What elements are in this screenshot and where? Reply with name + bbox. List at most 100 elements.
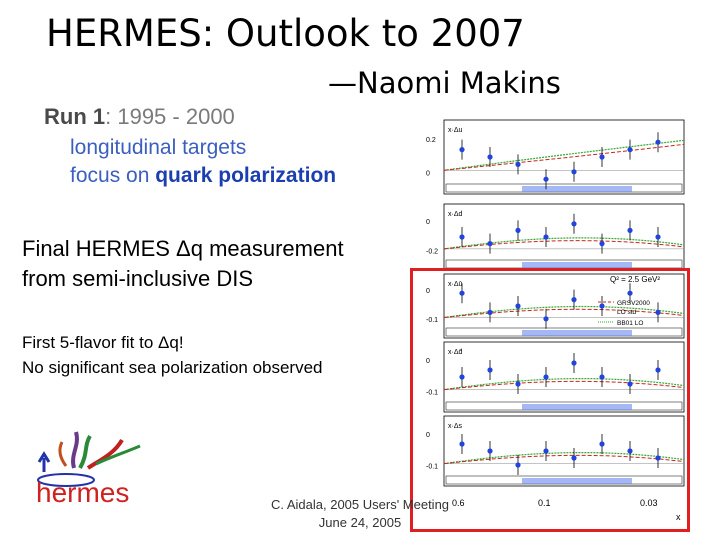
data-point — [599, 241, 605, 247]
run1-focus-prefix: focus on — [70, 164, 156, 187]
data-point — [487, 309, 493, 315]
syst-band — [522, 330, 632, 336]
model-curve-bb01 — [443, 378, 685, 391]
footer-line-2: June 24, 2005 — [318, 515, 402, 530]
y-tick-label: -0.2 — [426, 249, 438, 256]
data-point — [515, 381, 521, 387]
data-point — [599, 441, 605, 447]
data-point — [627, 147, 633, 153]
y-tick-label: 0 — [426, 219, 430, 226]
data-point — [515, 303, 521, 309]
data-point — [515, 161, 521, 167]
hermes-logo: hermes — [36, 431, 141, 508]
model-curve-bb01 — [443, 305, 685, 319]
model-curve-grsv — [443, 380, 685, 391]
panel-frame — [443, 415, 685, 487]
model-curve-grsv — [443, 143, 685, 171]
y-tick-label: -0.1 — [426, 317, 438, 324]
panel-frame — [443, 341, 685, 413]
data-point — [571, 297, 577, 303]
data-point — [599, 154, 605, 160]
data-point — [543, 374, 549, 380]
data-point — [487, 367, 493, 373]
run1-focus-bold: quark polarization — [155, 164, 337, 187]
fit-line-2: No significant sea polarization observed — [22, 358, 323, 377]
run1-line-targets: longitudinal targets — [70, 136, 247, 159]
syst-band — [522, 262, 632, 268]
data-point — [487, 154, 493, 160]
y-tick-label: 0 — [426, 171, 430, 178]
syst-band — [522, 404, 632, 410]
data-point — [459, 290, 465, 296]
hermes-logo-mark — [37, 431, 141, 487]
slide-title: HERMES: Outlook to 2007 — [46, 12, 525, 55]
data-point — [655, 234, 661, 240]
y-tick-label: 0 — [426, 288, 430, 295]
data-point — [543, 176, 549, 182]
q2-label: Q² = 2.5 GeV² — [610, 275, 660, 284]
delta-q-figure: x·Δu 0.2 0 x·Δd 0 -0.2 x·Δū 0 -0.1 x·Δd̄ 0 -0.1 x·Δs… — [426, 119, 685, 522]
model-curve-grsv — [443, 308, 685, 319]
data-point — [543, 234, 549, 240]
data-point — [571, 360, 577, 366]
panel-label: x·Δū — [448, 281, 463, 288]
data-point — [459, 234, 465, 240]
data-point — [543, 316, 549, 322]
syst-band — [522, 478, 632, 484]
data-point — [655, 455, 661, 461]
panel-frame — [443, 273, 685, 339]
data-point — [459, 441, 465, 447]
data-point — [627, 227, 633, 233]
x-tick-label: 0.03 — [640, 498, 658, 508]
panels-group: x·Δu 0.2 0 x·Δd 0 -0.2 x·Δū 0 -0.1 x·Δd̄ 0 -0.1 x·Δs… — [426, 119, 685, 487]
legend-item-bb01: BB01 LO — [617, 320, 643, 327]
hermes-logo-text: hermes — [36, 477, 129, 508]
y-tick-label: 0 — [426, 432, 430, 439]
y-tick-label: 0 — [426, 358, 430, 365]
data-point — [599, 374, 605, 380]
panel-label: x·Δs — [448, 423, 463, 430]
y-tick-label: 0.2 — [426, 137, 436, 144]
data-point — [599, 303, 605, 309]
fit-line-1: First 5-flavor fit to Δq! — [22, 333, 184, 352]
run1-line-focus: focus on quark polarization — [70, 164, 336, 188]
model-curve-grsv — [443, 454, 685, 465]
final-line-2: from semi-inclusive DIS — [22, 266, 254, 291]
data-point — [627, 448, 633, 454]
legend-item-grsv: GRSV2000 — [617, 300, 650, 307]
data-point — [487, 448, 493, 454]
data-point — [627, 381, 633, 387]
data-point — [515, 462, 521, 468]
run1-label: Run 1 — [44, 104, 106, 129]
footer-line-1: C. Aidala, 2005 Users' Meeting — [270, 497, 450, 512]
final-line-1: Final HERMES Δq measurement — [22, 236, 344, 261]
data-point — [627, 290, 633, 296]
data-point — [543, 448, 549, 454]
run1-years: : 1995 - 2000 — [105, 104, 235, 129]
fit-text: First 5-flavor fit to Δq! No significant… — [22, 330, 323, 380]
syst-band — [522, 186, 632, 192]
data-point — [655, 367, 661, 373]
data-point — [459, 374, 465, 380]
panel-label: x·Δd — [448, 211, 463, 218]
panel-label: x·Δd̄ — [448, 349, 463, 356]
x-axis-label: x — [676, 512, 681, 522]
panel-label: x·Δu — [448, 127, 463, 134]
x-tick-label: 0.1 — [538, 498, 551, 508]
slide-author: —Naomi Makins — [328, 66, 561, 100]
data-point — [487, 241, 493, 247]
model-curve-bb01 — [443, 452, 685, 465]
slide-footer: C. Aidala, 2005 Users' Meeting June 24, … — [250, 496, 470, 532]
data-point — [571, 169, 577, 175]
final-measurement-text: Final HERMES Δq measurement from semi-in… — [22, 234, 344, 294]
data-point — [571, 455, 577, 461]
model-curve-grsv — [443, 240, 685, 250]
x-tick-label: 0.6 — [452, 498, 465, 508]
legend-item-lostd: LO std — [617, 309, 637, 316]
model-curve-bb01 — [443, 139, 685, 171]
data-point — [655, 309, 661, 315]
data-point — [655, 139, 661, 145]
figure-legend: GRSV2000 LO std BB01 LO — [598, 300, 650, 327]
panel-frame — [443, 203, 685, 271]
y-tick-label: -0.1 — [426, 390, 438, 397]
